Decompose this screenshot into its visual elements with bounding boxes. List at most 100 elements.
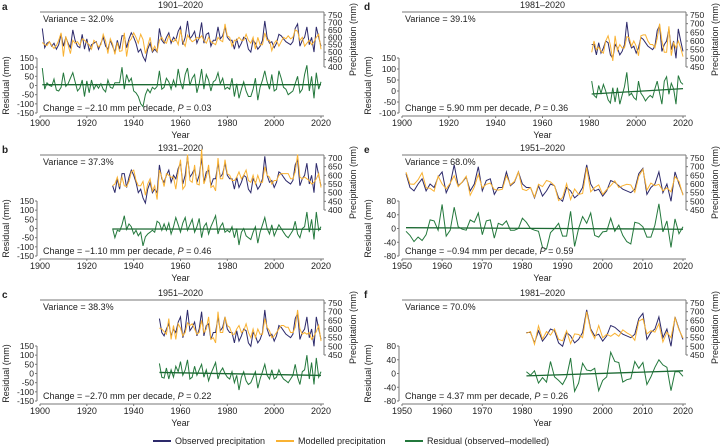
x-tick-label: 1970 [472,406,492,416]
x-tick-label: 1900 [30,118,50,128]
panel-letter: a [2,2,8,13]
observed-precipitation-line [526,309,684,348]
residual-tick-label: -80 [384,396,397,406]
precip-tick-label: 450 [690,205,704,215]
panel-letter: b [2,145,8,156]
residual-tick-label: 80 [387,341,397,351]
precip-tick-label: 750 [328,298,342,308]
p-symbol: P [178,391,184,401]
x-tick-label: 1950 [392,261,412,271]
precip-tick-label: 400 [328,205,342,215]
x-tick-label: 2000 [593,406,613,416]
variance-label: Variance = 32.0% [43,14,114,24]
panel-title: 1951–2020 [520,143,565,153]
x-tick-label: 2020 [673,118,693,128]
residual-tick-label: 40 [387,210,397,220]
residual-tick-label: -100 [17,99,34,109]
residual-tick-label: 0 [29,81,34,91]
precip-tick-label: 500 [690,341,704,351]
residual-tick-label: 40 [387,355,397,365]
x-tick-label: 2000 [593,261,613,271]
p-value: = 0.46 [184,246,212,256]
precip-tick-label: 650 [328,315,342,325]
x-tick-label: 1920 [439,118,459,128]
precip-tick-label: 450 [328,55,342,65]
residual-tick-label: -50 [384,97,397,107]
residual-tick-label: 0 [391,224,396,234]
x-tick-label: 1980 [217,118,237,128]
x-tick-label: 2000 [264,261,284,271]
precip-tick-label: 450 [690,62,704,72]
precip-tick-label: 700 [690,307,704,317]
panel-title: 1981–2020 [520,288,565,298]
precip-axis-title: Precipitation (mm) [348,291,358,364]
x-tick-label: 1970 [472,261,492,271]
x-tick-label: 1980 [512,261,532,271]
change-label: Change = 4.37 mm per decade, P = 0.26 [405,391,568,401]
residual-tick-label: 100 [20,350,34,360]
change-label: Change = −2.10 mm per decade, P = 0.03 [43,103,211,113]
x-tick-label: 1990 [553,406,573,416]
precip-tick-label: 700 [328,153,342,163]
p-value: = 0.26 [540,391,568,401]
change-text: Change = −1.10 mm per decade, [43,246,178,256]
change-text: Change = −2.70 mm per decade, [43,391,178,401]
change-label: Change = 5.90 mm per decade, P = 0.36 [405,103,568,113]
legend-label-residual: Residual (observed–modelled) [427,436,550,446]
precip-tick-label: 600 [328,170,342,180]
precip-tick-label: 500 [690,53,704,63]
observed-precipitation-line [158,309,322,348]
precip-tick-label: 750 [690,153,704,163]
residual-tick-label: -150 [17,108,34,118]
legend-swatch-modelled [276,440,294,442]
residual-tick-label: 100 [20,62,34,72]
residual-tick-label: 0 [391,86,396,96]
precip-tick-label: 450 [690,350,704,360]
residual-line [526,350,684,394]
residual-tick-label: -100 [379,108,396,118]
precip-tick-label: 600 [328,32,342,42]
variance-label: Variance = 38.3% [43,302,114,312]
precip-tick-label: 450 [328,196,342,206]
precip-tick-label: 600 [328,324,342,334]
modelled-precipitation-line [41,23,322,57]
legend-item-observed: Observed precipitation [153,436,265,446]
precip-tick-label: 550 [328,333,342,343]
residual-tick-label: 50 [25,214,35,224]
residual-tick-label: 50 [387,75,397,85]
x-tick-label: 1960 [170,118,190,128]
residual-tick-label: 100 [382,64,396,74]
residual-trend-line [406,227,684,230]
p-value: = 0.59 [546,246,574,256]
modelled-precipitation-line [526,311,684,347]
panel-f: f 1981–2020 Variance = 70.0% 45050055060065… [363,288,720,428]
modelled-precipitation-line [112,149,322,200]
x-tick-label: 1980 [217,261,237,271]
precip-tick-label: 500 [328,188,342,198]
p-value: = 0.03 [184,103,212,113]
x-tick-label: 2020 [311,406,331,416]
x-axis-title: Year [533,130,551,140]
residual-tick-label: -50 [22,233,35,243]
residual-tick-label: -150 [17,396,34,406]
p-symbol: P [540,246,546,256]
x-tick-label: 1920 [77,406,97,416]
precip-axis-title: Precipitation (mm) [710,146,720,219]
residual-tick-label: -50 [22,90,35,100]
x-tick-label: 2000 [626,118,646,128]
residual-tick-label: -50 [22,378,35,388]
x-tick-label: 1940 [486,118,506,128]
precip-tick-label: 600 [690,324,704,334]
x-tick-label: 1980 [512,406,532,416]
residual-tick-label: 50 [25,359,35,369]
residual-line [112,211,322,247]
x-tick-label: 1980 [579,118,599,128]
precip-tick-label: 500 [690,196,704,206]
residual-tick-label: 80 [387,196,397,206]
variance-label: Variance = 68.0% [405,157,476,167]
precip-tick-label: 500 [328,47,342,57]
x-axis-title: Year [533,418,551,428]
x-axis-title: Year [171,130,189,140]
precip-tick-label: 700 [690,162,704,172]
residual-tick-label: 50 [25,71,35,81]
